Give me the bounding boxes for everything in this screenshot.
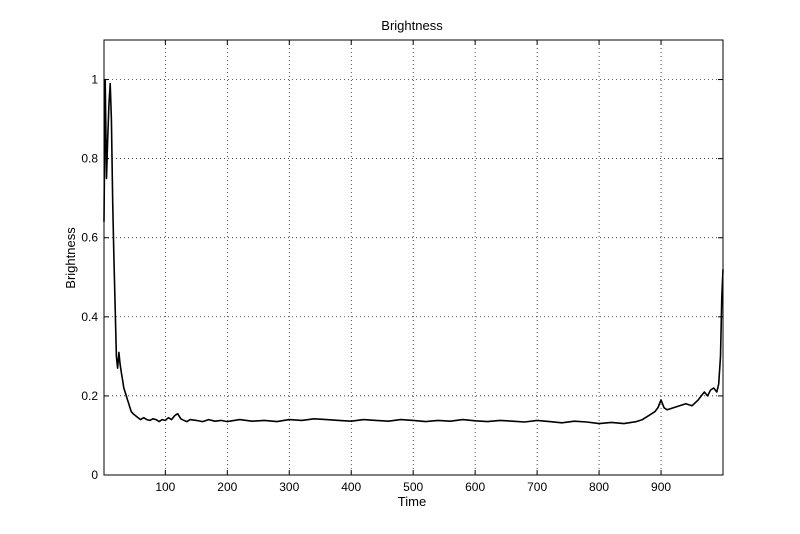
grid-lines [104, 40, 723, 475]
chart-title: Brightness [381, 18, 443, 33]
y-tick-label: 0.4 [81, 310, 98, 324]
x-tick-label: 700 [527, 480, 547, 494]
y-tick-label: 0.6 [81, 231, 98, 245]
series-layer [103, 78, 724, 425]
y-tick-label: 0 [91, 468, 98, 482]
axis-ticks: 100 200 300 400 500 600 700 800 900 0 0.2 0.4 0.6 0.8… [81, 40, 723, 494]
plot-area-frame [103, 39, 724, 476]
x-tick-label: 600 [465, 480, 485, 494]
y-tick-label: 0.8 [81, 152, 98, 166]
x-tick-label: 900 [651, 480, 671, 494]
x-tick-label: 800 [589, 480, 609, 494]
y-tick-label: 0.2 [81, 389, 98, 403]
series-line [103, 78, 724, 425]
x-tick-label: 200 [217, 480, 237, 494]
y-tick-label: 1 [91, 73, 98, 87]
y-axis-title: Brightness [63, 227, 78, 289]
x-tick-label: 500 [403, 480, 423, 494]
x-tick-label: 100 [155, 480, 175, 494]
x-axis-title: Time [398, 494, 426, 509]
x-tick-label: 300 [279, 480, 299, 494]
x-tick-label: 400 [341, 480, 361, 494]
